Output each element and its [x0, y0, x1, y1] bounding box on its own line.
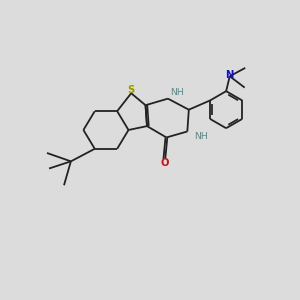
Text: S: S [128, 85, 135, 95]
Text: NH: NH [170, 88, 184, 97]
Text: NH: NH [194, 132, 208, 141]
Text: O: O [160, 158, 169, 168]
Text: N: N [226, 70, 234, 80]
